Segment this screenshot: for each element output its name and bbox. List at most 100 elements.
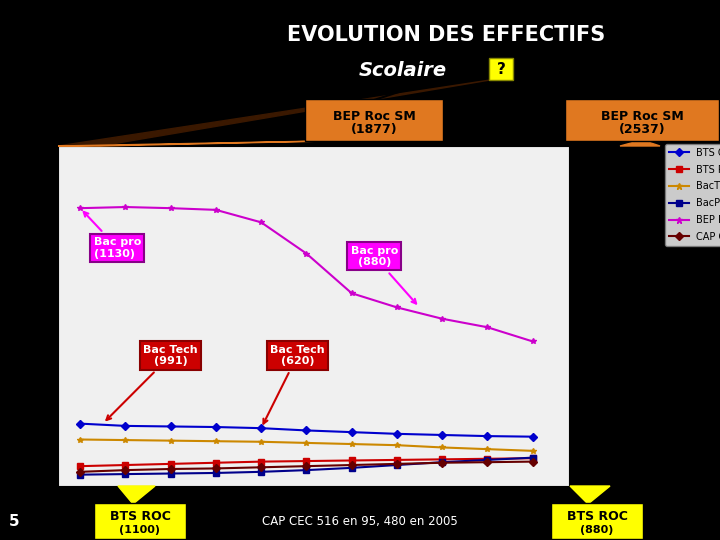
Text: Bac pro
(880): Bac pro (880)	[351, 246, 416, 303]
Polygon shape	[570, 486, 610, 504]
BEP ROC SM	[528, 338, 537, 345]
FancyBboxPatch shape	[565, 99, 719, 141]
CAP CEC	[302, 463, 311, 469]
BacPro ROC SM	[76, 471, 84, 478]
CAP CEC	[392, 461, 401, 467]
BEP ROC SM	[76, 205, 84, 211]
Text: (1100): (1100)	[120, 525, 161, 535]
BacPro ROC SM	[257, 469, 266, 475]
BTS ROC	[347, 457, 356, 464]
BTS CM	[302, 427, 311, 434]
Text: BEP Roc SM: BEP Roc SM	[333, 110, 415, 123]
BacPro ROC SM	[121, 471, 130, 477]
BacPro ROC SM	[438, 459, 446, 465]
BTS ROC	[121, 462, 130, 468]
Line: BacPro ROC SM: BacPro ROC SM	[78, 455, 536, 477]
Line: BTS CM: BTS CM	[78, 421, 536, 440]
BTS ROC	[302, 458, 311, 464]
BacTn GM opt C	[392, 442, 401, 448]
BTS ROC	[166, 461, 175, 467]
Text: EVOLUTION DES EFFECTIFS: EVOLUTION DES EFFECTIFS	[287, 25, 606, 45]
BEP ROC SM	[347, 290, 356, 296]
BEP ROC SM	[166, 205, 175, 211]
BacTn GM opt C	[347, 441, 356, 447]
Line: BEP ROC SM: BEP ROC SM	[78, 204, 536, 344]
BacTn GM opt C	[166, 437, 175, 444]
CAP CEC	[76, 469, 84, 475]
BacTn GM opt C	[76, 436, 84, 443]
CAP CEC	[438, 460, 446, 466]
BacPro ROC SM	[212, 470, 220, 476]
BEP ROC SM	[438, 315, 446, 322]
Text: BTS ROC: BTS ROC	[567, 510, 627, 523]
Polygon shape	[620, 140, 660, 146]
Polygon shape	[58, 80, 490, 146]
FancyBboxPatch shape	[551, 503, 643, 539]
BacTn GM opt C	[438, 444, 446, 451]
BTS ROC	[392, 457, 401, 463]
BEP ROC SM	[121, 204, 130, 210]
Text: (2537): (2537)	[618, 124, 665, 137]
FancyBboxPatch shape	[305, 99, 443, 141]
BTS CM	[347, 429, 356, 435]
Line: BTS ROC: BTS ROC	[78, 455, 536, 469]
BTS CM	[166, 423, 175, 430]
BTS CM	[212, 424, 220, 430]
Line: CAP CEC: CAP CEC	[78, 459, 536, 475]
BacPro ROC SM	[302, 467, 311, 474]
BTS CM	[438, 432, 446, 438]
BTS ROC	[257, 458, 266, 465]
Legend: BTS CM, BTS ROC, BacTn GM opt C, BacPro ROC SM, BEP ROC SM, CAP CEC: BTS CM, BTS ROC, BacTn GM opt C, BacPro …	[665, 144, 720, 246]
Polygon shape	[118, 486, 155, 504]
Text: Scolaire: Scolaire	[359, 60, 447, 80]
Text: CAP CEC 516 en 95, 480 en 2005: CAP CEC 516 en 95, 480 en 2005	[262, 515, 458, 528]
CAP CEC	[347, 462, 356, 468]
CAP CEC	[483, 459, 492, 465]
BTS ROC	[483, 456, 492, 462]
BacTn GM opt C	[528, 448, 537, 454]
BacPro ROC SM	[166, 470, 175, 477]
BacTn GM opt C	[212, 438, 220, 444]
Text: BEP Roc SM: BEP Roc SM	[600, 110, 683, 123]
Polygon shape	[58, 140, 374, 146]
BTS ROC	[76, 463, 84, 469]
BEP ROC SM	[302, 251, 311, 257]
BTS CM	[528, 434, 537, 440]
Text: BTS ROC: BTS ROC	[109, 510, 171, 523]
Text: (880): (880)	[580, 525, 613, 535]
BacPro ROC SM	[483, 457, 492, 463]
CAP CEC	[257, 464, 266, 470]
BEP ROC SM	[257, 219, 266, 226]
Text: Bac Tech
(620): Bac Tech (620)	[264, 345, 325, 423]
BacTn GM opt C	[302, 440, 311, 446]
BTS CM	[76, 420, 84, 427]
BEP ROC SM	[212, 207, 220, 213]
Text: Bac Tech
(991): Bac Tech (991)	[107, 345, 198, 420]
Text: 5: 5	[9, 514, 19, 529]
CAP CEC	[121, 467, 130, 474]
BTS CM	[483, 433, 492, 440]
BTS ROC	[528, 455, 537, 462]
BTS ROC	[438, 456, 446, 463]
CAP CEC	[528, 458, 537, 465]
BTS CM	[121, 423, 130, 429]
BacPro ROC SM	[528, 455, 537, 461]
CAP CEC	[212, 465, 220, 471]
Text: (1877): (1877)	[351, 124, 397, 137]
BacPro ROC SM	[347, 464, 356, 471]
CAP CEC	[166, 465, 175, 472]
BacPro ROC SM	[392, 462, 401, 468]
Line: BacTn GM opt C: BacTn GM opt C	[78, 437, 536, 454]
BTS ROC	[212, 460, 220, 466]
BEP ROC SM	[392, 304, 401, 310]
BacTn GM opt C	[257, 438, 266, 445]
BTS CM	[392, 430, 401, 437]
BacTn GM opt C	[483, 446, 492, 453]
FancyBboxPatch shape	[489, 58, 513, 80]
BEP ROC SM	[483, 324, 492, 330]
BTS CM	[257, 425, 266, 431]
Text: Bac pro
(1130): Bac pro (1130)	[84, 212, 141, 259]
FancyBboxPatch shape	[94, 503, 186, 539]
Text: ?: ?	[497, 62, 505, 77]
BacTn GM opt C	[121, 437, 130, 443]
